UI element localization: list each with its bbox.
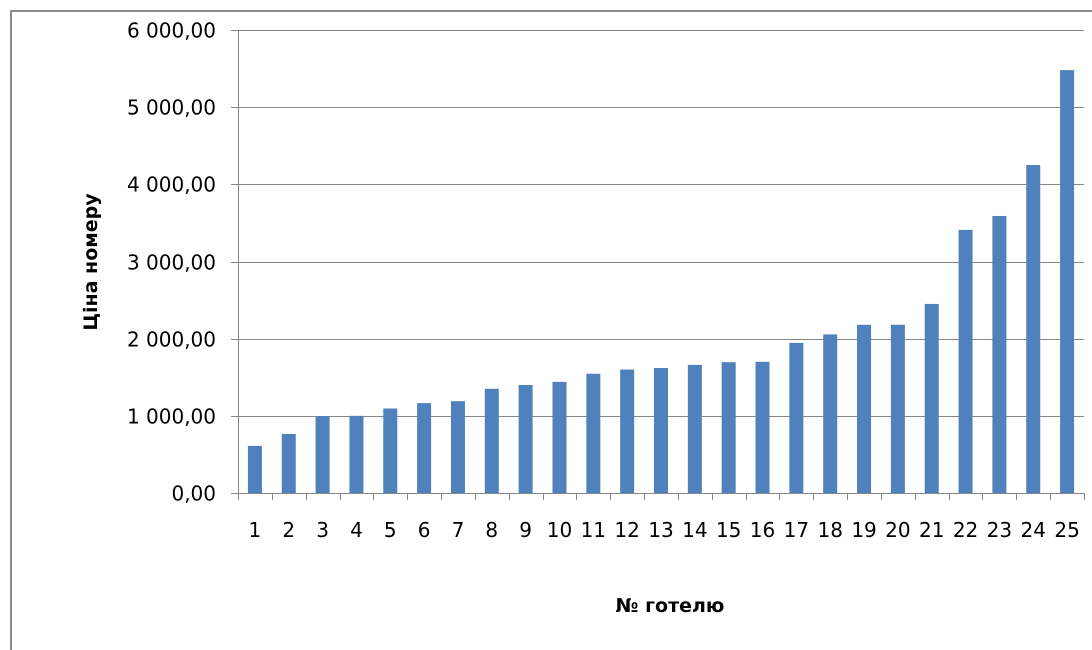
- x-tick-label: 5: [384, 518, 397, 542]
- x-tick-label: 24: [1021, 518, 1046, 542]
- bar: [721, 362, 736, 493]
- bar: [687, 364, 702, 493]
- bar: [349, 415, 364, 493]
- y-tick-label: 3 000,00: [127, 251, 216, 275]
- x-tick-label: 6: [418, 518, 431, 542]
- x-tick-label: 1: [249, 518, 262, 542]
- chart-frame: [10, 10, 1092, 650]
- bar: [1026, 165, 1041, 493]
- price-bar-chart: 0,00 1 000,00 2 000,00 3 000,00 4 000,00 5 00…: [80, 19, 1085, 617]
- y-tick-label: 0,00: [171, 482, 216, 506]
- bar: [654, 367, 668, 493]
- bar: [890, 324, 905, 493]
- bar: [755, 361, 770, 493]
- x-tick-label: 17: [784, 518, 809, 542]
- bar: [518, 384, 533, 493]
- bar: [247, 445, 262, 493]
- axes: [231, 30, 1085, 500]
- x-tick-label: 13: [648, 518, 673, 542]
- x-tick-labels: 1 2 3 4 5 6 7 8 9 10 11 12 13 14 15 16 17 18 19 20 21 22 23 24 2…: [249, 518, 1080, 542]
- bar: [383, 408, 398, 493]
- bar: [450, 401, 465, 493]
- y-tick-label: 1 000,00: [127, 405, 216, 429]
- x-tick-label: 15: [716, 518, 741, 542]
- x-tick-label: 8: [485, 518, 498, 542]
- bar: [857, 324, 872, 493]
- bar: [1060, 70, 1075, 494]
- y-tick-label: 5 000,00: [127, 96, 216, 120]
- x-tick-label: 14: [682, 518, 707, 542]
- bar: [315, 416, 330, 493]
- x-tick-label: 3: [316, 518, 329, 542]
- y-tick-label: 2 000,00: [127, 328, 216, 352]
- x-axis-title: № готелю: [616, 595, 725, 617]
- y-tick-label: 6 000,00: [127, 19, 216, 43]
- x-tick-label: 20: [885, 518, 910, 542]
- x-tick-label: 2: [282, 518, 295, 542]
- y-axis-title: Ціна номеру: [80, 193, 102, 331]
- bars: [247, 70, 1075, 494]
- bar: [620, 369, 635, 493]
- bar: [281, 433, 296, 493]
- bar: [484, 388, 499, 493]
- x-tick-label: 16: [750, 518, 775, 542]
- bar: [992, 215, 1007, 493]
- x-tick-label: 18: [817, 518, 842, 542]
- x-tick-label: 10: [547, 518, 572, 542]
- bar: [958, 229, 973, 493]
- x-tick-label: 11: [581, 518, 606, 542]
- x-tick-label: 22: [953, 518, 978, 542]
- x-tick-label: 7: [452, 518, 465, 542]
- gridlines: [238, 30, 1084, 417]
- y-tick-labels: 0,00 1 000,00 2 000,00 3 000,00 4 000,00 5 00…: [127, 19, 216, 506]
- bar: [924, 303, 939, 493]
- x-tick-label: 9: [519, 518, 532, 542]
- x-tick-label: 4: [350, 518, 363, 542]
- bar: [552, 381, 567, 493]
- x-tick-label: 23: [987, 518, 1012, 542]
- bar: [789, 342, 804, 493]
- bar: [586, 373, 601, 493]
- x-tick-label: 25: [1054, 518, 1079, 542]
- x-tick-label: 19: [851, 518, 876, 542]
- bar: [417, 403, 432, 493]
- x-tick-label: 12: [614, 518, 639, 542]
- y-tick-label: 4 000,00: [127, 173, 216, 197]
- bar: [823, 334, 838, 493]
- x-tick-label: 21: [919, 518, 944, 542]
